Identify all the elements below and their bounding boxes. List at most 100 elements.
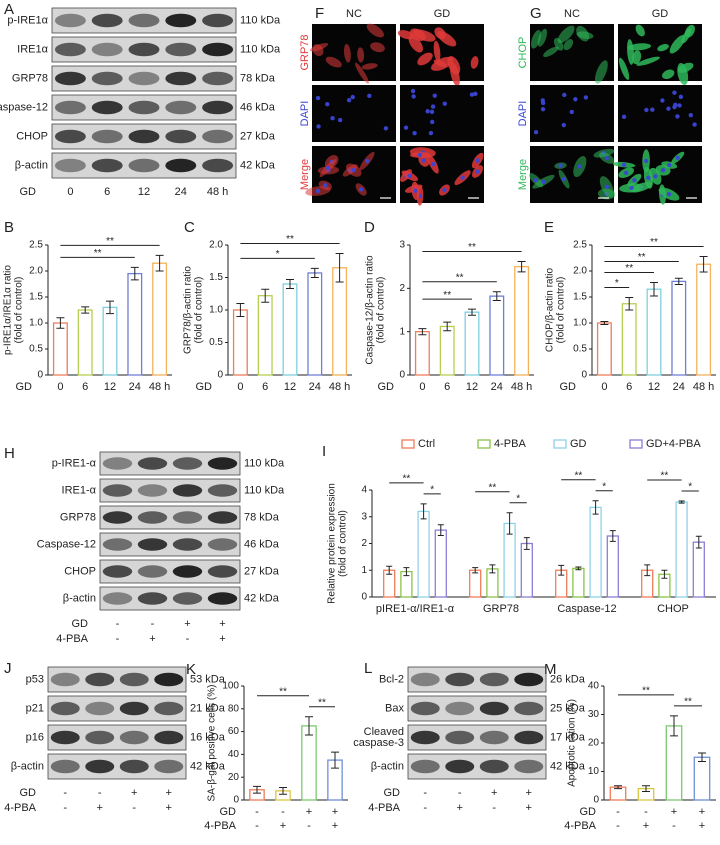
y-tick-label: 0 [361,592,367,603]
error-bar [130,266,139,281]
molecular-weight: 46 kDa [240,101,276,113]
lane-label: - [132,802,136,814]
nucleus [688,112,693,118]
blot-band [128,158,160,173]
blot-label: p-IRE1α [7,14,48,26]
blot-band [165,71,197,86]
treatment-sign: + [671,806,677,818]
nucleus [475,169,480,174]
blot-band [119,701,149,716]
cell [433,59,447,67]
panel-letter: A [4,1,14,18]
nucleus [469,92,475,97]
blot-band [410,672,440,687]
nucleus [315,188,321,194]
error-bar [420,503,427,520]
blot-band [54,129,86,144]
nucleus [667,162,672,168]
lane-row-name: 4-PBA [4,802,36,814]
cell [355,62,369,84]
error-bar [106,300,114,315]
nucleus [569,109,574,115]
blot-band [54,100,86,115]
row-label: CHOP [517,37,529,69]
blot-band [154,672,184,687]
x-tick-label: 48 h [149,381,170,393]
bar [693,756,711,801]
blot-band [445,701,475,716]
nucleus [666,191,672,197]
nucleus [533,177,539,183]
bar [596,322,612,376]
x-tick-label: 24 [129,381,141,393]
cell [447,56,461,75]
nucleus [604,155,609,161]
y-axis-label: (fold of control) [14,277,25,344]
cell [366,23,384,38]
y-tick-label: 1.5 [29,292,43,303]
significance-label: * [430,485,434,496]
nucleus [425,109,430,114]
y-axis-label: GRP78/β-actin ratio [183,266,194,354]
nucleus [692,122,697,127]
lane-label: - [98,787,102,799]
blot-band [102,592,133,605]
bar [301,725,317,801]
blot-band [128,13,160,28]
x-tick-label: 48 h [329,381,350,393]
blot-band [445,672,475,687]
cell [618,57,630,80]
error-bar [492,291,501,301]
blot-band [207,511,238,524]
significance-label: * [276,249,280,260]
blot-label: β-actin [11,760,44,772]
blot-label: IRE1-α [62,484,97,496]
y-tick-label: 100 [222,681,239,692]
bar [469,569,482,598]
nucleus [442,187,447,193]
blot-band [102,538,133,551]
y-tick-label: 0.5 [209,337,223,348]
blot-label: GRP78 [12,72,48,84]
nucleus [583,95,589,100]
error-bar [699,255,708,273]
bar [127,272,143,376]
x-tick-label: 0 [57,381,63,393]
cell [434,27,446,40]
molecular-weight: 110 kDa [244,484,285,496]
significance-label: * [615,278,619,289]
panel-letter: G [530,5,542,22]
blot-band [172,457,203,470]
blot-band [514,701,544,716]
blot-band [128,129,160,144]
blot-band [410,701,440,716]
molecular-weight: 26 kDa [550,673,586,685]
lane-row-name: 4-PBA [368,802,400,814]
blot-label: GRP78 [60,511,96,523]
lane-label: 12 [138,186,150,198]
bar [692,541,705,598]
x-tick-label: 48 h [511,381,532,393]
x-axis-label: GD [378,381,395,393]
cell [409,28,426,42]
error-bar [468,308,476,316]
blot-band [137,457,168,470]
blot-band [91,100,123,115]
cell [433,40,441,62]
x-tick-label: 6 [626,381,632,393]
nucleus [432,93,437,98]
bar [489,295,505,376]
treatment-sign: + [306,806,312,818]
bar [52,322,68,376]
panel-letter: H [4,445,15,462]
micrograph [312,24,396,81]
blot-label: Caspase-12 [37,538,96,550]
nucleus [421,158,427,163]
lane-row-name: GD [384,787,401,799]
error-bar [437,524,444,536]
cell [627,43,652,51]
nucleus [562,92,567,98]
legend-label: GD+4-PBA [646,438,701,450]
row-label: Merge [299,159,311,190]
cell [470,56,479,69]
